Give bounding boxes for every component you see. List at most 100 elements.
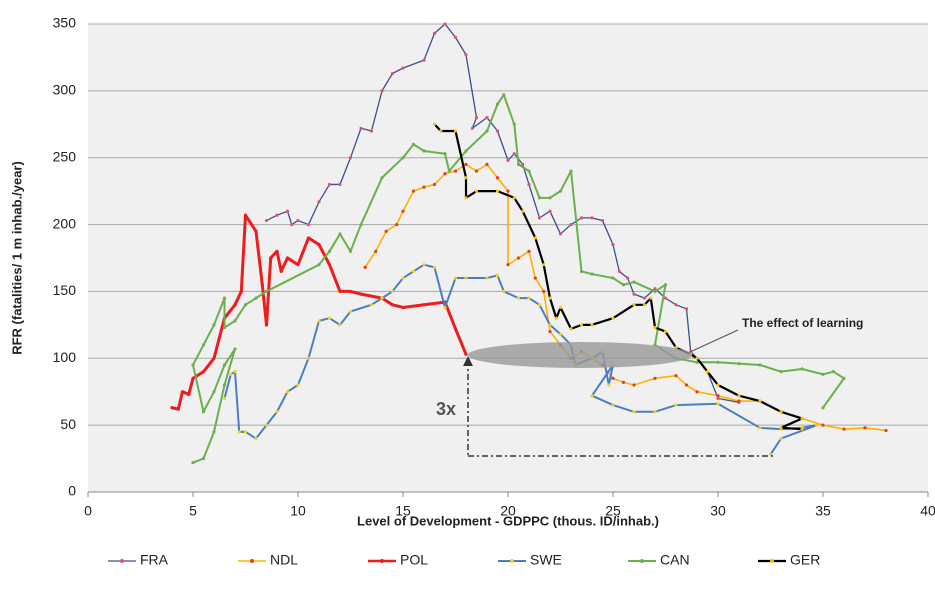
marker	[674, 403, 678, 407]
marker	[542, 289, 546, 294]
marker	[611, 316, 615, 320]
marker	[306, 236, 311, 240]
marker	[663, 296, 668, 300]
marker	[233, 319, 237, 323]
marker	[264, 323, 269, 327]
marker	[716, 383, 720, 387]
marker	[212, 356, 216, 360]
marker	[632, 410, 636, 414]
marker	[554, 316, 558, 320]
marker	[359, 222, 363, 227]
marker	[863, 426, 867, 430]
marker	[279, 269, 283, 273]
marker	[579, 323, 584, 327]
marker	[506, 263, 510, 267]
marker	[363, 265, 367, 269]
marker	[222, 396, 227, 400]
marker	[485, 129, 489, 133]
marker	[401, 305, 405, 310]
marker	[512, 196, 516, 200]
marker	[542, 263, 546, 267]
marker	[411, 142, 416, 146]
marker	[447, 169, 451, 173]
marker	[548, 329, 552, 334]
marker	[401, 156, 405, 160]
series-line	[192, 93, 845, 464]
x-tick-label: 0	[84, 503, 92, 519]
annotation-pointer	[689, 329, 739, 353]
marker	[548, 209, 552, 213]
marker	[432, 31, 437, 35]
marker	[237, 430, 241, 434]
marker	[470, 126, 474, 130]
marker	[170, 406, 174, 410]
marker	[422, 303, 426, 307]
marker	[737, 399, 741, 403]
marker	[626, 276, 630, 280]
marker	[275, 213, 279, 217]
marker	[779, 410, 783, 414]
marker	[464, 162, 468, 166]
marker	[422, 149, 426, 153]
marker	[474, 189, 479, 193]
marker	[233, 347, 237, 351]
marker	[506, 158, 510, 162]
marker	[611, 403, 615, 407]
arrow-head	[463, 356, 473, 366]
marker	[296, 263, 300, 267]
marker	[653, 410, 657, 414]
marker	[527, 296, 531, 300]
marker	[695, 360, 699, 364]
marker	[443, 152, 447, 156]
legend-label: CAN	[660, 552, 690, 568]
marker	[821, 372, 825, 376]
marker	[642, 303, 647, 307]
marker	[617, 269, 621, 273]
marker	[579, 216, 584, 220]
marker	[233, 370, 237, 374]
marker	[611, 276, 615, 280]
y-tick-label: 150	[53, 282, 77, 298]
marker	[327, 182, 332, 187]
marker	[243, 213, 248, 217]
marker	[285, 390, 290, 394]
marker	[695, 356, 699, 360]
marker	[758, 426, 762, 430]
marker	[663, 283, 668, 287]
marker	[464, 276, 468, 280]
marker	[590, 216, 594, 220]
marker	[296, 218, 300, 223]
marker	[264, 423, 269, 427]
marker	[758, 399, 762, 403]
marker	[401, 66, 405, 70]
marker	[537, 303, 542, 307]
marker	[212, 430, 216, 434]
marker	[590, 394, 594, 398]
marker	[663, 329, 668, 334]
marker	[521, 209, 525, 213]
marker	[779, 370, 783, 374]
marker	[443, 22, 447, 26]
marker	[632, 303, 636, 307]
legend-label: FRA	[140, 552, 169, 568]
marker	[621, 283, 626, 287]
marker	[512, 122, 516, 126]
marker	[464, 352, 468, 356]
marker	[401, 209, 405, 213]
marker	[254, 229, 258, 233]
marker	[653, 287, 657, 291]
marker	[243, 430, 248, 434]
marker	[338, 232, 342, 236]
marker	[558, 232, 563, 236]
marker	[642, 296, 647, 300]
y-tick-label: 350	[53, 15, 77, 31]
marker	[569, 222, 573, 227]
marker	[201, 410, 206, 414]
marker	[831, 370, 836, 374]
marker	[201, 456, 206, 461]
marker	[600, 218, 605, 223]
marker	[716, 396, 720, 400]
marker	[548, 296, 552, 300]
marker	[453, 276, 458, 280]
marker	[684, 383, 689, 387]
